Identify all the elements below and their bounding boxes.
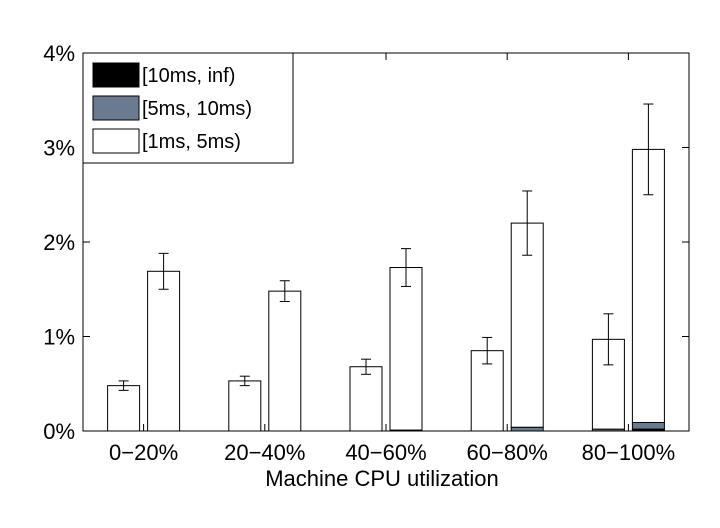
x-tick-label: 0−20% [109,440,178,465]
bar-segment [631,421,665,430]
bar-segment [510,426,544,432]
legend-swatch [92,128,140,154]
legend-swatch [92,62,140,88]
bar-segment [389,267,423,431]
bar-segment [510,222,544,428]
x-tick-label: 40−60% [345,440,426,465]
y-tick-label: 0% [43,419,75,444]
x-tick-label: 80−100% [582,440,676,465]
bar-segment [107,385,141,432]
y-tick-label: 1% [43,325,75,350]
bar-segment [147,270,181,432]
legend-label: [10ms, inf) [142,65,235,87]
bar-segment [268,290,302,432]
bars [107,103,665,432]
y-tick-label: 3% [43,136,75,161]
legend-label: [5ms, 10ms) [142,98,252,120]
legend-swatch [92,95,140,121]
x-axis-title: Machine CPU utilization [265,466,499,491]
y-axis: 0% 1% 2% 3% 4% [43,41,689,444]
x-tick-label: 20−40% [224,440,305,465]
x-axis: 0−20% 20−40% 40−60% 60−80% 80−100% [109,53,675,465]
y-tick-label: 4% [43,41,75,66]
legend-label: [1ms, 5ms) [142,131,241,153]
x-tick-label: 60−80% [467,440,548,465]
legend: [10ms, inf) [5ms, 10ms) [1ms, 5ms) [82,52,294,164]
bar-segment [349,366,383,432]
y-tick-label: 2% [43,230,75,255]
bar-segment [228,380,262,432]
